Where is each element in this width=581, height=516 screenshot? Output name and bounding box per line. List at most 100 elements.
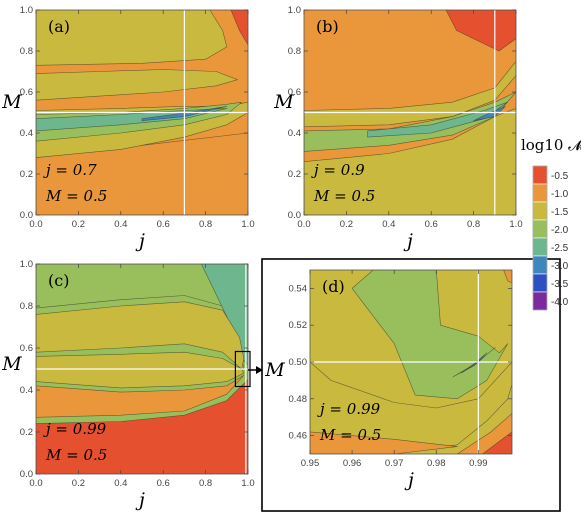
- panel-c-annotation-j: j = 0.99: [43, 420, 107, 438]
- panel-d-contour-region-2: [310, 431, 458, 454]
- panel-b-contour-region-1: [304, 60, 516, 128]
- panel-b-x-tick-label-3: 0.6: [425, 219, 438, 230]
- panel-a-x-tick-label-2: 0.4: [114, 219, 127, 230]
- colorbar-tick-label-5: -3.0: [551, 261, 569, 272]
- panel-c-y-tick-label-2: 0.4: [20, 385, 33, 396]
- panel-a-x-tick-label-3: 0.6: [157, 219, 170, 230]
- panel-b-frame: [303, 9, 517, 216]
- panel-c-contour-region-5: [36, 379, 248, 474]
- panel-a-annotation-j: j = 0.7: [43, 161, 97, 179]
- panel-b-annotation-M: M = 0.5: [313, 187, 375, 205]
- panel-d-y-axis-label: M: [264, 359, 285, 381]
- panel-d-contour-region-7: [503, 270, 512, 284]
- panel-d-contour-region-4: [482, 431, 512, 454]
- colorbar-tick-label-4: -2.5: [551, 243, 569, 254]
- panel-a-y-tick-label-5: 1.0: [20, 5, 33, 16]
- panel-c-y-tick-label-5: 1.0: [20, 259, 33, 270]
- panel-d-y-tick-label-3: 0.52: [289, 320, 308, 331]
- colorbar-swatch-1: [532, 183, 548, 203]
- colorbar-title: log10 𝓜: [521, 136, 581, 154]
- panel-d-y-tick-label-1: 0.48: [289, 394, 308, 405]
- panel-b-plot-area: [304, 10, 516, 215]
- panel-a-x-tick-label-4: 0.8: [199, 219, 212, 230]
- panel-a-y-axis-label: M: [1, 91, 22, 113]
- panel-d-outer-frame: [261, 258, 561, 512]
- panel-d-x-tick-label-2: 0.97: [385, 458, 404, 469]
- panel-c-x-tick-label-0: 0.0: [29, 478, 42, 489]
- panel-b-x-tick-label-0: 0.0: [297, 219, 310, 230]
- panel-b-annotation-j: j = 0.9: [311, 161, 365, 179]
- panel-c-frame: [35, 263, 249, 475]
- panel-a-x-tick-label-1: 0.2: [72, 219, 85, 230]
- panel-c-y-tick-label-4: 0.8: [20, 301, 33, 312]
- panel-c-y-axis-label: M: [1, 353, 22, 375]
- panel-a-y-tick-label-0: 0.0: [20, 210, 33, 221]
- colorbar-tick-label-6: -3.5: [551, 279, 569, 290]
- panel-b-y-tick-label-2: 0.4: [288, 128, 301, 139]
- colorbar-tick-label-3: -2.0: [551, 225, 569, 236]
- panel-d: 0.95 0.96 0.97 0.98 0.99 0.46 0.48 0.50 0.52 0.54…: [289, 269, 513, 491]
- panel-b-y-tick-label-4: 0.8: [288, 46, 301, 57]
- colorbar-swatch-0: [532, 165, 548, 185]
- colorbar-swatch-6: [532, 273, 548, 293]
- panel-a-y-tick-label-1: 0.2: [20, 169, 33, 180]
- panel-d-annotation-M: M = 0.5: [319, 426, 381, 444]
- panel-a-contour-region-5: [36, 69, 238, 101]
- panel-b-contour-region-5: [445, 10, 516, 52]
- panel-c-x-tick-label-1: 0.2: [72, 478, 85, 489]
- panel-b-contour-region-2: [304, 91, 516, 152]
- colorbar-swatch-5: [532, 255, 548, 275]
- panel-b-x-axis-label: j: [403, 230, 413, 252]
- panel-b-y-tick-label-1: 0.2: [288, 169, 301, 180]
- panel-a-contour-region-6: [36, 10, 228, 66]
- panel-a-x-tick-label-5: 1.0: [241, 219, 254, 230]
- colorbar-tick-label-1: -1.0: [551, 189, 569, 200]
- panel-c-plot-area: [36, 264, 248, 474]
- panel-a-y-tick-label-2: 0.4: [20, 128, 33, 139]
- panel-c-y-tick-label-0: 0.0: [20, 469, 33, 480]
- panel-c: 0.0 0.2 0.4 0.6 0.8 1.0 0.0 0.2 0.4 0.6 0.8 1.0 j M (c…: [1, 259, 254, 511]
- panel-d-label: (d): [322, 277, 345, 296]
- panel-a-y-tick-label-3: 0.6: [20, 87, 33, 98]
- colorbar-swatch-7: [532, 291, 548, 311]
- panel-d-y-tick-label-2: 0.50: [289, 357, 308, 368]
- panel-a-x-axis-label: j: [135, 230, 145, 252]
- panel-c-x-tick-label-4: 0.8: [199, 478, 212, 489]
- panel-a-contour-region-7: [230, 10, 248, 46]
- colorbar-frame: [532, 165, 548, 311]
- panel-d-annotation-j: j = 0.99: [317, 400, 381, 418]
- panel-b-y-tick-label-0: 0.0: [288, 210, 301, 221]
- panel-b-y-axis-label: M: [273, 91, 294, 113]
- panel-d-x-tick-label-1: 0.96: [343, 458, 362, 469]
- panel-c-inset-box: [234, 350, 251, 388]
- colorbar-swatch-2: [532, 201, 548, 221]
- colorbar-swatch-3: [532, 219, 548, 239]
- colorbar-tick-label-2: -1.5: [551, 207, 569, 218]
- panel-d-contour-region-0: [310, 361, 512, 451]
- panel-d-y-tick-label-4: 0.54: [289, 283, 308, 294]
- panel-a-plot-area: [36, 10, 248, 215]
- panel-c-contour-region-3: [36, 351, 245, 389]
- panel-d-x-tick-label-3: 0.98: [427, 458, 446, 469]
- panel-a-x-tick-label-0: 0.0: [29, 219, 42, 230]
- panel-b-x-tick-label-4: 0.8: [467, 219, 480, 230]
- panel-b-contour-region-0: [304, 108, 516, 215]
- panel-a-contour-region-0: [36, 132, 248, 215]
- panel-b-contour-region-3: [367, 101, 508, 138]
- panel-d-x-tick-label-4: 0.99: [469, 458, 488, 469]
- panel-d-contour-region-6: [461, 352, 488, 374]
- panel-d-plot-area: [310, 270, 512, 454]
- panel-c-annotation-M: M = 0.5: [45, 446, 107, 464]
- panel-c-y-tick-label-1: 0.2: [20, 427, 33, 438]
- panel-a-frame: [35, 9, 249, 216]
- panel-c-x-tick-label-3: 0.6: [157, 478, 170, 489]
- colorbar-swatch-4: [532, 237, 548, 257]
- panel-c-x-axis-label: j: [135, 489, 145, 511]
- panel-b-x-tick-label-1: 0.2: [340, 219, 353, 230]
- panel-a-annotation-M: M = 0.5: [45, 187, 107, 205]
- inset-arrow-head: [256, 366, 263, 374]
- panel-c-x-tick-label-2: 0.4: [114, 478, 127, 489]
- panel-d-x-tick-label-0: 0.95: [301, 458, 320, 469]
- panel-a-y-tick-label-4: 0.8: [20, 46, 33, 57]
